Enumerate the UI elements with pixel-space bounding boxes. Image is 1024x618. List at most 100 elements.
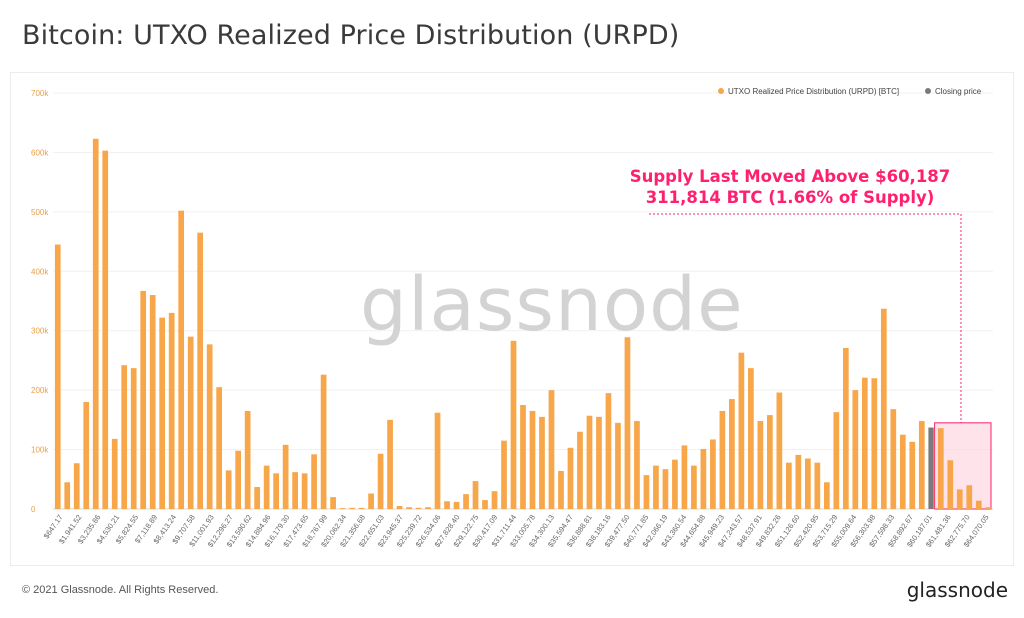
- bar: [168, 312, 175, 509]
- bar: [871, 378, 878, 509]
- bar: [472, 481, 479, 509]
- bar: [368, 493, 374, 509]
- bar: [216, 387, 223, 509]
- bar: [282, 444, 289, 509]
- bar: [358, 507, 365, 509]
- bar: [529, 410, 536, 509]
- bar: [795, 454, 802, 509]
- bar: [263, 465, 270, 509]
- glassnode-logo[interactable]: glassnode: [906, 578, 1008, 602]
- legend-label-urpd: UTXO Realized Price Distribution (URPD) …: [728, 87, 899, 96]
- bar: [73, 463, 80, 509]
- y-axis: 0 100k 200k 300k 400k 500k 600k 700k: [31, 89, 49, 514]
- bar: [406, 507, 412, 509]
- bar: [159, 317, 166, 509]
- y-tick-label: 700k: [31, 89, 49, 98]
- legend-label-closing: Closing price: [935, 87, 982, 96]
- bar: [852, 390, 859, 509]
- bar: [975, 500, 982, 509]
- highlight-region: [649, 213, 992, 510]
- bar: [149, 295, 156, 509]
- bar: [558, 470, 564, 509]
- bar: [349, 507, 355, 509]
- bar: [206, 344, 213, 509]
- bar: [64, 482, 71, 509]
- y-tick-label: 400k: [31, 267, 49, 276]
- bar: [643, 475, 650, 509]
- bar: [434, 412, 441, 509]
- highlight-box: [934, 422, 992, 510]
- supply-annotation: Supply Last Moved Above $60,187 311,814 …: [600, 166, 980, 208]
- bar: [918, 421, 925, 509]
- bar: [805, 458, 811, 509]
- y-tick-label: 100k: [31, 446, 49, 455]
- bar: [463, 494, 469, 509]
- copyright-text: © 2021 Glassnode. All Rights Reserved.: [22, 584, 219, 596]
- bar: [396, 506, 403, 509]
- bar: [605, 393, 612, 509]
- bar: [710, 439, 716, 509]
- bar: [83, 402, 90, 509]
- bar: [244, 410, 251, 509]
- bar: [491, 491, 498, 509]
- bar: [121, 365, 128, 509]
- bar: [254, 487, 260, 509]
- bar: [377, 453, 384, 509]
- y-tick-label: 600k: [31, 148, 49, 157]
- bar: [548, 390, 555, 509]
- bar: [624, 337, 631, 509]
- y-tick-label: 300k: [31, 327, 49, 336]
- bar: [700, 448, 707, 509]
- urpd-chart: 0 100k 200k 300k 400k 500k 600k 700k $647.17$1,…: [31, 87, 993, 549]
- bar: [691, 465, 697, 509]
- bar: [140, 290, 147, 509]
- bar: [425, 507, 431, 509]
- bar: [387, 419, 393, 509]
- bar: [567, 447, 574, 509]
- bar: [273, 473, 279, 509]
- annotation-line-1: Supply Last Moved Above $60,187: [629, 167, 951, 186]
- legend-marker-closing: [925, 88, 931, 94]
- legend[interactable]: UTXO Realized Price Distribution (URPD) …: [718, 87, 982, 96]
- bar: [178, 210, 185, 509]
- chart-frame: 0 100k 200k 300k 400k 500k 600k 700k $647.17 $1,…: [10, 72, 1014, 566]
- bar: [539, 416, 545, 509]
- bar: [681, 445, 688, 509]
- bar: [596, 416, 602, 509]
- bar: [292, 472, 298, 509]
- y-tick-label: 500k: [31, 208, 49, 217]
- y-tick-label: 0: [31, 505, 36, 514]
- bar: [501, 440, 507, 509]
- bar: [786, 462, 792, 509]
- bar: [966, 485, 973, 509]
- bar: [615, 422, 621, 509]
- bar: [634, 421, 640, 509]
- bar: [842, 347, 849, 509]
- bar: [444, 501, 450, 509]
- bar: [197, 232, 204, 509]
- bars: [54, 138, 992, 510]
- x-axis: $647.17$1,941.52$3,235.86$4,530.21$5,824…: [42, 513, 991, 549]
- bar: [748, 368, 754, 509]
- bar: [956, 489, 963, 509]
- bar: [301, 473, 308, 509]
- bar: [729, 399, 735, 509]
- bar: [833, 412, 840, 509]
- bar: [653, 465, 659, 509]
- bar: [985, 507, 992, 509]
- bar: [823, 482, 830, 509]
- y-tick-label: 200k: [31, 386, 49, 395]
- bar: [757, 421, 764, 509]
- bar: [330, 497, 336, 509]
- bar: [861, 377, 868, 509]
- bar: [937, 428, 944, 509]
- bar: [776, 392, 783, 509]
- bar: [130, 368, 137, 509]
- bar: [899, 434, 906, 509]
- bar: [577, 431, 583, 509]
- bar: [415, 507, 422, 509]
- bar: [320, 374, 327, 509]
- bar: [520, 405, 526, 509]
- bar: [311, 454, 317, 509]
- bar: [453, 501, 460, 509]
